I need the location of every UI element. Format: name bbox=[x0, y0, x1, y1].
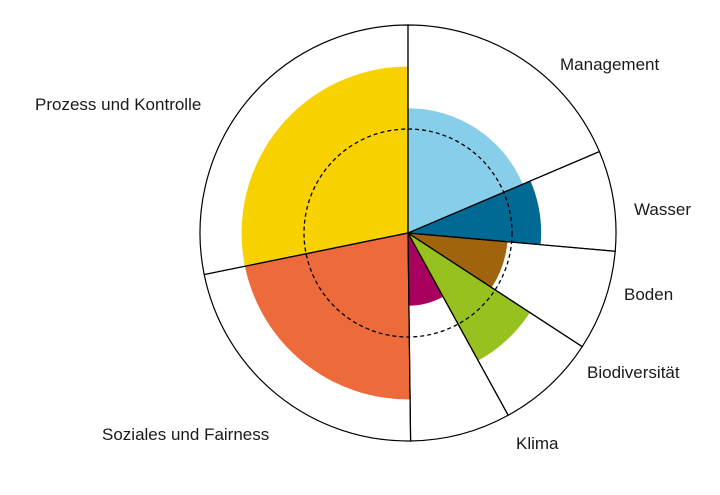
sector-soziales-und-fairness bbox=[244, 233, 411, 400]
label-biodiversitaet: Biodiversität bbox=[587, 363, 680, 382]
reference-circle bbox=[303, 128, 513, 338]
outline-klima bbox=[407, 232, 510, 442]
outline-wasser bbox=[407, 150, 617, 252]
outline-management bbox=[407, 24, 601, 234]
label-boden: Boden bbox=[624, 285, 673, 304]
outline-biodiversitaet bbox=[407, 232, 584, 417]
outline-soziales-und-fairness bbox=[203, 232, 412, 442]
sector-outlines bbox=[199, 24, 617, 442]
label-prozess-und-kontrolle: Prozess und Kontrolle bbox=[35, 95, 201, 114]
data-sectors bbox=[241, 66, 542, 400]
label-klima: Klima bbox=[516, 434, 559, 453]
sector-management bbox=[408, 108, 523, 233]
category-labels: Management Wasser Boden Biodiversität Kl… bbox=[35, 55, 691, 453]
sector-wasser bbox=[408, 180, 542, 245]
sector-klima bbox=[408, 233, 444, 306]
sector-prozess-und-kontrolle bbox=[241, 66, 408, 267]
sector-boden bbox=[408, 233, 508, 288]
outline-prozess-und-kontrolle bbox=[199, 24, 409, 276]
label-wasser: Wasser bbox=[634, 200, 691, 219]
label-soziales-und-fairness: Soziales und Fairness bbox=[102, 425, 269, 444]
label-management: Management bbox=[560, 55, 660, 74]
outline-boden bbox=[407, 232, 616, 348]
sector-biodiversitaet bbox=[408, 233, 530, 361]
